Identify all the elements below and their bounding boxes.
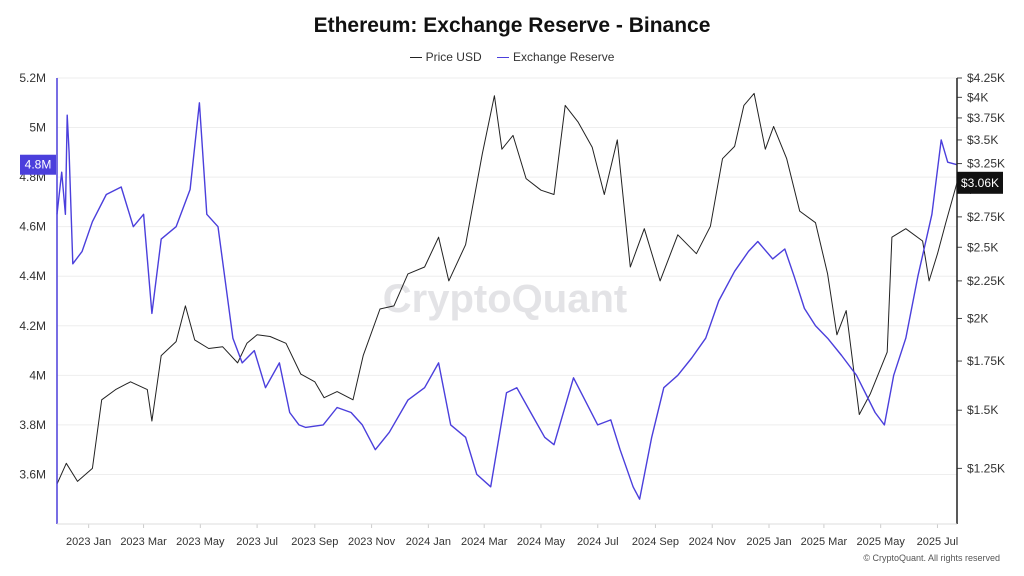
right-tick-label: $1.5K (967, 403, 998, 417)
right-tick-label: $1.25K (967, 461, 1005, 475)
legend-swatch-price (409, 57, 422, 59)
copyright-footer: © CryptoQuant. All rights reserved (863, 553, 1000, 563)
left-tick-label: 5.2M (19, 71, 46, 85)
right-tick-label: $2K (967, 311, 988, 325)
x-tick-label: 2024 May (517, 536, 566, 548)
left-tick-label: 5M (29, 121, 46, 135)
x-tick-label: 2024 Nov (689, 536, 737, 548)
right-tick-label: $1.75K (967, 354, 1005, 368)
right-tick-label: $2.75K (967, 210, 1005, 224)
right-tick-label: $2.5K (967, 240, 998, 254)
x-tick-label: 2025 May (857, 536, 906, 548)
right-tick-label: $3.75K (967, 111, 1005, 125)
exchange-reserve-line (56, 102, 958, 500)
current-price-label: $3.06K (961, 176, 999, 190)
current-reserve-badge (20, 154, 56, 175)
right-tick-label: $2.25K (967, 274, 1005, 288)
x-tick-label: 2023 Jul (236, 536, 278, 548)
x-tick-label: 2025 Jan (746, 536, 791, 548)
grid-lines (57, 77, 957, 475)
legend-label-reserve: Exchange Reserve (512, 50, 615, 64)
current-reserve-label: 4.8M (25, 158, 52, 172)
right-tick-label: $3.5K (967, 133, 998, 147)
price-usd-line (56, 92, 958, 485)
x-tick-label: 2023 Jan (66, 536, 111, 548)
axis-labels: 3.6M 3.8M 4M 4.2M 4.4M 4.6M 4.8M 5M 5.2M $1.25K $1… (19, 71, 1005, 548)
left-tick-label: 4M (29, 368, 46, 382)
chart-title: Ethereum: Exchange Reserve - Binance (313, 14, 711, 37)
value-badges: 4.8M $3.06K (20, 154, 1003, 194)
chart-legend: Price USD Exchange Reserve (0, 50, 1024, 64)
right-tick-label: $4K (967, 90, 988, 104)
x-tick-label: 2024 Jan (406, 536, 451, 548)
legend-item-reserve[interactable]: Exchange Reserve (496, 50, 615, 64)
x-tick-label: 2024 Jul (577, 536, 619, 548)
x-tick-label: 2023 May (176, 536, 225, 548)
right-tick-label: $4.25K (967, 71, 1005, 85)
x-tick-label: 2025 Jul (917, 536, 959, 548)
series-lines (56, 92, 958, 500)
x-tick-label: 2024 Mar (461, 536, 508, 548)
axes (56, 77, 962, 528)
x-tick-label: 2023 Nov (348, 536, 396, 548)
watermark-text: CryptoQuant (383, 277, 627, 321)
left-tick-label: 4.6M (19, 220, 46, 234)
x-tick-label: 2023 Mar (120, 536, 167, 548)
right-tick-label: $3.25K (967, 157, 1005, 171)
legend-item-price[interactable]: Price USD (409, 50, 482, 64)
left-tick-label: 4.2M (19, 319, 46, 333)
legend-swatch-reserve (496, 57, 509, 59)
left-tick-label: 3.8M (19, 418, 46, 432)
left-tick-label: 3.6M (19, 467, 46, 481)
left-tick-label: 4.4M (19, 269, 46, 283)
legend-label-price: Price USD (425, 50, 482, 64)
x-tick-label: 2025 Mar (801, 536, 848, 548)
x-tick-label: 2024 Sep (632, 536, 679, 548)
x-tick-label: 2023 Sep (291, 536, 338, 548)
current-price-badge (957, 171, 1003, 194)
